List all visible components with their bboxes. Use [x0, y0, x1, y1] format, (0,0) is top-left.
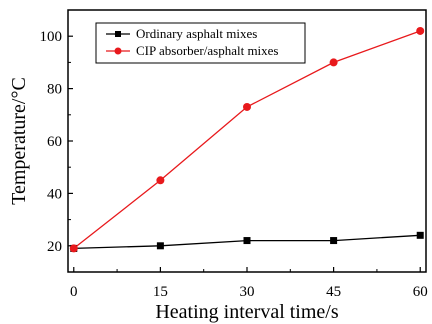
data-point [416, 231, 424, 239]
legend-marker-cip [114, 47, 122, 55]
legend-label-cip: CIP absorber/asphalt mixes [136, 43, 279, 58]
data-point [416, 26, 425, 35]
legend-box [95, 22, 306, 64]
x-tick-label: 45 [326, 284, 341, 300]
x-tick-label: 30 [240, 284, 255, 300]
y-tick-label: 80 [47, 82, 62, 98]
data-point [156, 176, 165, 185]
legend-label-ordinary: Ordinary asphalt mixes [136, 26, 257, 41]
y-tick-label: 20 [47, 239, 62, 255]
y-axis-title: Temperature/°C [8, 77, 30, 205]
data-point [243, 237, 251, 245]
x-tick-label: 0 [70, 284, 78, 300]
data-point [69, 244, 78, 253]
series-line-1 [73, 30, 421, 249]
legend-marker-ordinary [115, 31, 121, 37]
x-tick-label: 60 [413, 284, 428, 300]
legend: Ordinary asphalt mixes CIP absorber/asph… [95, 22, 306, 64]
x-axis: 0 15 30 45 60 [70, 267, 428, 300]
x-axis-title: Heating interval time/s [155, 301, 338, 323]
x-tick-label: 15 [153, 284, 168, 300]
data-point [329, 58, 338, 67]
y-axis: 20 40 60 80 100 [40, 29, 73, 255]
series-layer [69, 26, 425, 253]
y-tick-label: 100 [40, 29, 63, 45]
y-tick-label: 40 [47, 186, 62, 202]
data-point [243, 102, 251, 111]
data-point [330, 237, 338, 245]
data-point [156, 242, 164, 250]
y-tick-label: 60 [47, 134, 62, 150]
